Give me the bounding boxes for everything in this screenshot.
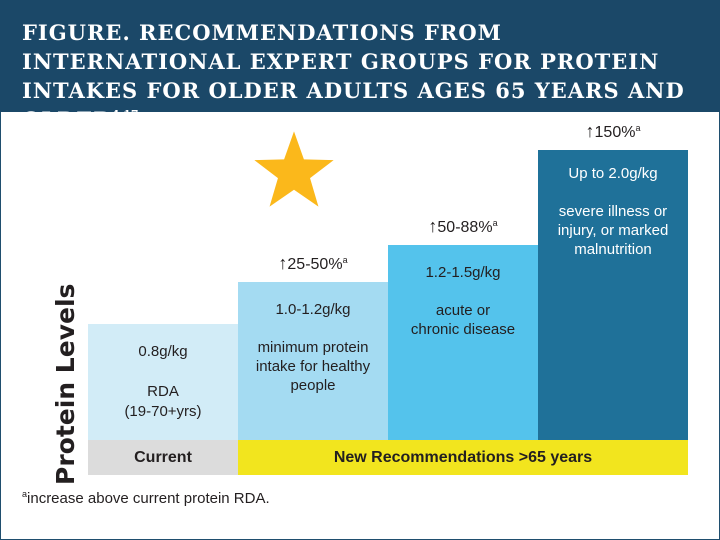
category-current: Current: [88, 440, 238, 475]
up-arrow-icon: ↑: [585, 121, 595, 141]
bar-value-label: 1.0-1.2g/kg: [275, 301, 351, 318]
figure-title-reference: 4,17: [111, 108, 139, 121]
footnote-text: increase above current protein RDA.: [27, 490, 270, 507]
category-new-recommendations: New Recommendations >65 years: [238, 440, 688, 475]
figure-header: FIGURE. RECOMMENDATIONS FROM INTERNATION…: [0, 0, 720, 132]
footnote-marker: a: [492, 218, 498, 228]
increase-label: ↑50-88%a: [388, 216, 538, 237]
bar-description: minimum protein intake for healthy peopl…: [255, 339, 371, 394]
bar-description: severe illness or injury, or marked maln…: [557, 203, 669, 258]
bar-value-label: Up to 2.0g/kg: [568, 165, 658, 182]
bar-disease: 1.2-1.5g/kg acute or chronic disease: [388, 245, 538, 440]
up-arrow-icon: ↑: [278, 253, 288, 273]
bar-value-label: 0.8g/kg: [138, 343, 188, 360]
footnote-marker: a: [635, 123, 641, 133]
footnote-marker: a: [22, 489, 28, 499]
figure-title-text: FIGURE. RECOMMENDATIONS FROM INTERNATION…: [22, 20, 685, 132]
footnote-marker: a: [342, 255, 348, 265]
increase-label: ↑150%a: [538, 121, 688, 142]
bar-current: 0.8g/kg RDA (19-70+yrs): [88, 324, 238, 440]
star-icon: [254, 131, 334, 207]
bar-value-label: 1.2-1.5g/kg: [425, 264, 501, 281]
footnote: aincrease above current protein RDA.: [22, 489, 270, 508]
bar-healthy: 1.0-1.2g/kg minimum protein intake for h…: [238, 282, 388, 440]
increase-label: ↑25-50%a: [238, 253, 388, 274]
increase-value: 50-88%: [437, 219, 493, 236]
figure-title: FIGURE. RECOMMENDATIONS FROM INTERNATION…: [22, 18, 702, 134]
bar-severe: Up to 2.0g/kg severe illness or injury, …: [538, 150, 688, 440]
up-arrow-icon: ↑: [428, 216, 438, 236]
increase-value: 25-50%: [287, 256, 343, 273]
bar-description-secondary: (19-70+yrs): [124, 403, 202, 420]
bar-description: acute or chronic disease: [410, 302, 516, 338]
increase-value: 150%: [594, 124, 636, 141]
bar-description: RDA: [147, 383, 179, 400]
y-axis-label: Protein Levels: [51, 283, 80, 485]
